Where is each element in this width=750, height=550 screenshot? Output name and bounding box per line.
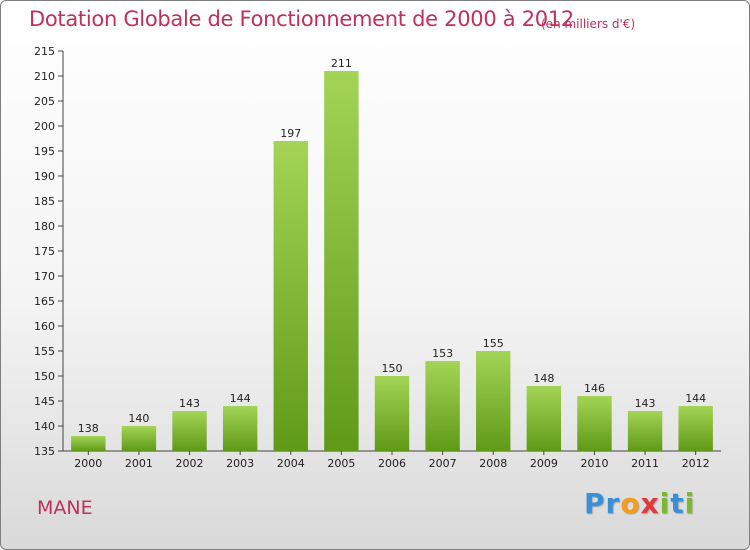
y-tick-label: 135 xyxy=(34,445,55,458)
x-tick-label: 2006 xyxy=(378,457,406,470)
x-tick-label: 2001 xyxy=(125,457,153,470)
x-tick-label: 2012 xyxy=(682,457,710,470)
data-label: 150 xyxy=(382,362,403,375)
y-tick-label: 155 xyxy=(34,345,55,358)
logo-letter: x xyxy=(640,487,660,520)
data-label: 144 xyxy=(685,392,706,405)
data-label: 144 xyxy=(230,392,251,405)
x-tick-label: 2005 xyxy=(327,457,355,470)
bar xyxy=(172,411,207,451)
y-tick-label: 195 xyxy=(34,145,55,158)
logo-letter: i xyxy=(684,487,696,520)
x-tick-label: 2002 xyxy=(176,457,204,470)
bar xyxy=(476,351,511,451)
y-tick-label: 210 xyxy=(34,70,55,83)
bar xyxy=(374,376,410,451)
y-tick-label: 165 xyxy=(34,295,55,308)
data-label: 146 xyxy=(584,382,605,395)
commune-name: MANE xyxy=(37,497,93,519)
y-tick-label: 160 xyxy=(34,320,55,333)
y-tick-label: 145 xyxy=(34,395,55,408)
logo-letter: i xyxy=(659,487,671,520)
x-tick-label: 2010 xyxy=(580,457,608,470)
x-tick-label: 2004 xyxy=(277,457,305,470)
chart-title: Dotation Globale de Fonctionnement de 20… xyxy=(29,7,574,31)
bar xyxy=(324,71,359,451)
logo-letter: o xyxy=(620,487,641,520)
x-tick-label: 2011 xyxy=(631,457,659,470)
y-tick-label: 140 xyxy=(34,420,55,433)
data-label: 211 xyxy=(331,57,352,70)
data-label: 138 xyxy=(78,422,99,435)
x-tick-label: 2009 xyxy=(530,457,558,470)
logo-letter: t xyxy=(670,487,685,520)
y-tick-label: 170 xyxy=(34,270,55,283)
logo-letter: r xyxy=(605,487,621,520)
x-tick-label: 2000 xyxy=(74,457,102,470)
y-tick-label: 180 xyxy=(34,220,55,233)
y-tick-label: 200 xyxy=(34,120,55,133)
x-tick-label: 2008 xyxy=(479,457,507,470)
data-label: 155 xyxy=(483,337,504,350)
bar xyxy=(222,406,258,451)
logo-letter: P xyxy=(584,487,606,520)
data-label: 140 xyxy=(128,412,149,425)
data-label: 148 xyxy=(533,372,554,385)
bar xyxy=(577,396,612,451)
proxiti-logo: Proxiti xyxy=(584,487,695,520)
bar xyxy=(71,436,106,451)
y-tick-label: 190 xyxy=(34,170,55,183)
y-tick-label: 185 xyxy=(34,195,55,208)
data-label: 197 xyxy=(280,127,301,140)
bar xyxy=(627,411,663,451)
bar xyxy=(121,426,157,451)
bar xyxy=(678,406,713,451)
y-tick-label: 150 xyxy=(34,370,55,383)
y-tick-label: 175 xyxy=(34,245,55,258)
y-tick-label: 215 xyxy=(34,45,55,58)
x-tick-label: 2003 xyxy=(226,457,254,470)
data-label: 143 xyxy=(635,397,656,410)
data-label: 143 xyxy=(179,397,200,410)
x-tick-label: 2007 xyxy=(429,457,457,470)
y-tick-label: 205 xyxy=(34,95,55,108)
bar xyxy=(425,361,460,451)
chart-unit: (en milliers d'€) xyxy=(541,17,636,31)
bar xyxy=(526,386,562,451)
data-label: 153 xyxy=(432,347,453,360)
bar xyxy=(273,141,308,451)
